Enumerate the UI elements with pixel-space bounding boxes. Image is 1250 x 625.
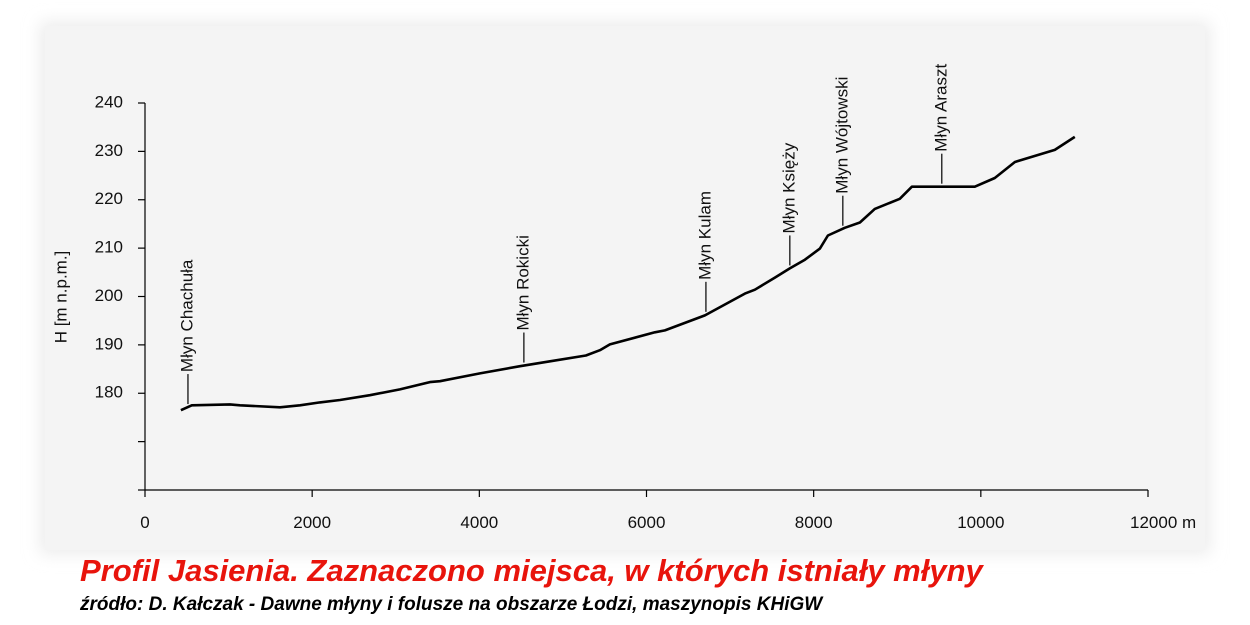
x-tick-label: 4000: [460, 513, 498, 532]
annotation-label: Młyn Araszt: [931, 64, 950, 152]
y-tick-label: 240: [95, 92, 123, 111]
y-tick-label: 210: [95, 238, 123, 257]
annotation-label: Młyn Kulam: [695, 191, 714, 280]
x-tick-label: 2000: [293, 513, 331, 532]
annotation-label: Młyn Rokicki: [513, 235, 532, 330]
y-tick-label: 230: [95, 141, 123, 160]
annotation-label: Młyn Wójtowski: [832, 77, 851, 194]
panel: [45, 26, 1205, 550]
y-tick-label: 190: [95, 334, 123, 353]
y-axis-label: H [m n.p.m.]: [51, 251, 70, 344]
x-tick-label: 8000: [795, 513, 833, 532]
x-tick-label: 10000: [957, 513, 1004, 532]
profile-line: [180, 135, 1076, 412]
y-tick-label: 180: [95, 383, 123, 402]
annotation-label: Młyn Księży: [779, 142, 798, 233]
x-tick-label: 0: [140, 513, 149, 532]
source: źródło: D. Kałczak - Dawne młyny i folus…: [79, 594, 824, 615]
x-tick-label: 12000 m: [1130, 513, 1196, 532]
annotation-label: Młyn Chachuła: [177, 259, 196, 372]
y-tick-label: 200: [95, 286, 123, 305]
y-tick-label: 220: [95, 189, 123, 208]
caption: Profil Jasienia. Zaznaczono miejsca, w k…: [80, 553, 985, 588]
x-tick-label: 6000: [628, 513, 666, 532]
